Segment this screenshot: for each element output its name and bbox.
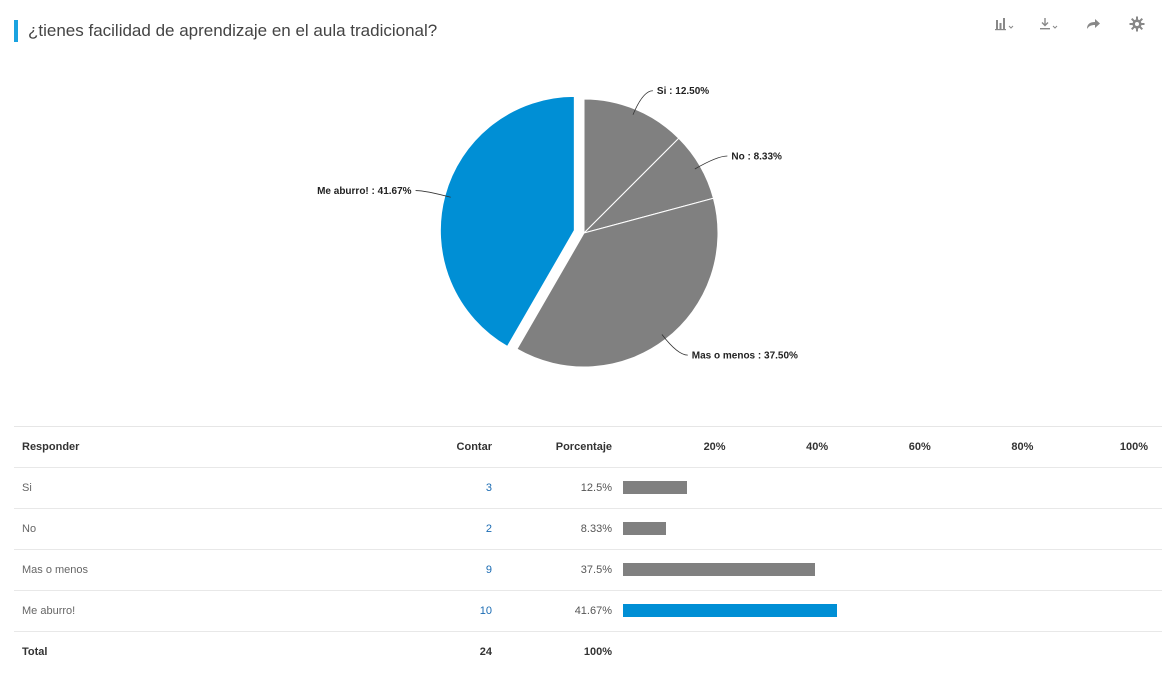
pie-leader-line <box>632 90 653 115</box>
pie-leader-line <box>415 190 451 198</box>
row-percent-bar <box>623 604 837 617</box>
chart-title-bar: ¿tienes facilidad de aprendizaje en el a… <box>14 20 437 42</box>
row-responder: No <box>22 523 37 535</box>
table-header-row: Responder Contar Porcentaje 20% 40% 60% 80%… <box>14 427 1162 468</box>
header-porcentaje: Porcentaje <box>555 441 612 453</box>
row-percent-bar <box>623 563 816 576</box>
row-count-link[interactable]: 3 <box>485 482 492 494</box>
row-count-link[interactable]: 2 <box>485 523 492 535</box>
table-row: Mas o menos 9 37.5% <box>14 550 1162 591</box>
results-table: Responder Contar Porcentaje 20% 40% 60% 80%… <box>14 426 1162 672</box>
bar-chart-icon[interactable] <box>994 14 1016 34</box>
table-row: Si 3 12.5% <box>14 468 1162 509</box>
table-row: No 2 8.33% <box>14 509 1162 550</box>
table-body: Si 3 12.5% No 2 8.33% Mas o menos 9 37.5% Me abur… <box>14 468 1162 632</box>
row-responder: Me aburro! <box>22 605 76 617</box>
pie-slice-label: Si : 12.50% <box>657 86 709 97</box>
row-percent-bar <box>623 481 688 494</box>
download-icon[interactable] <box>1038 14 1060 34</box>
row-count-link[interactable]: 10 <box>479 605 492 617</box>
table-total-row: Total 24 100% <box>14 632 1162 672</box>
total-label: Total <box>22 646 48 658</box>
row-count-link[interactable]: 9 <box>485 564 492 576</box>
row-responder: Mas o menos <box>22 564 89 576</box>
share-icon[interactable] <box>1082 14 1104 34</box>
header-responder: Responder <box>22 441 80 453</box>
chart-title: ¿tienes facilidad de aprendizaje en el a… <box>28 21 438 40</box>
axis-tick-label: 20% <box>703 441 726 453</box>
pie-slice-label: Mas o menos : 37.50% <box>692 351 798 362</box>
axis-tick-label: 100% <box>1119 441 1148 453</box>
row-percent: 8.33% <box>580 523 612 535</box>
gear-icon[interactable] <box>1126 14 1148 34</box>
chart-toolbar <box>994 14 1148 34</box>
row-percent-bar <box>623 522 666 535</box>
title-accent-bar <box>14 20 18 42</box>
header-contar: Contar <box>456 441 492 453</box>
pie-chart: Si : 12.50% No : 8.33% Mas o menos : 37.50… <box>317 86 798 368</box>
axis-tick-label: 80% <box>1011 441 1034 453</box>
table-row: Me aburro! 10 41.67% <box>14 591 1162 632</box>
row-percent: 41.67% <box>574 605 612 617</box>
pie-leader-line <box>661 334 688 356</box>
pie-slice-label: Me aburro! : 41.67% <box>317 186 412 197</box>
axis-tick-label: 40% <box>806 441 829 453</box>
axis-tick-label: 60% <box>908 441 931 453</box>
row-responder: Si <box>22 482 32 494</box>
row-percent: 12.5% <box>580 482 612 494</box>
total-count: 24 <box>479 646 492 658</box>
pie-leader-line <box>694 155 728 170</box>
pie-slice-label: No : 8.33% <box>731 151 782 162</box>
total-percent: 100% <box>583 646 612 658</box>
row-percent: 37.5% <box>580 564 612 576</box>
